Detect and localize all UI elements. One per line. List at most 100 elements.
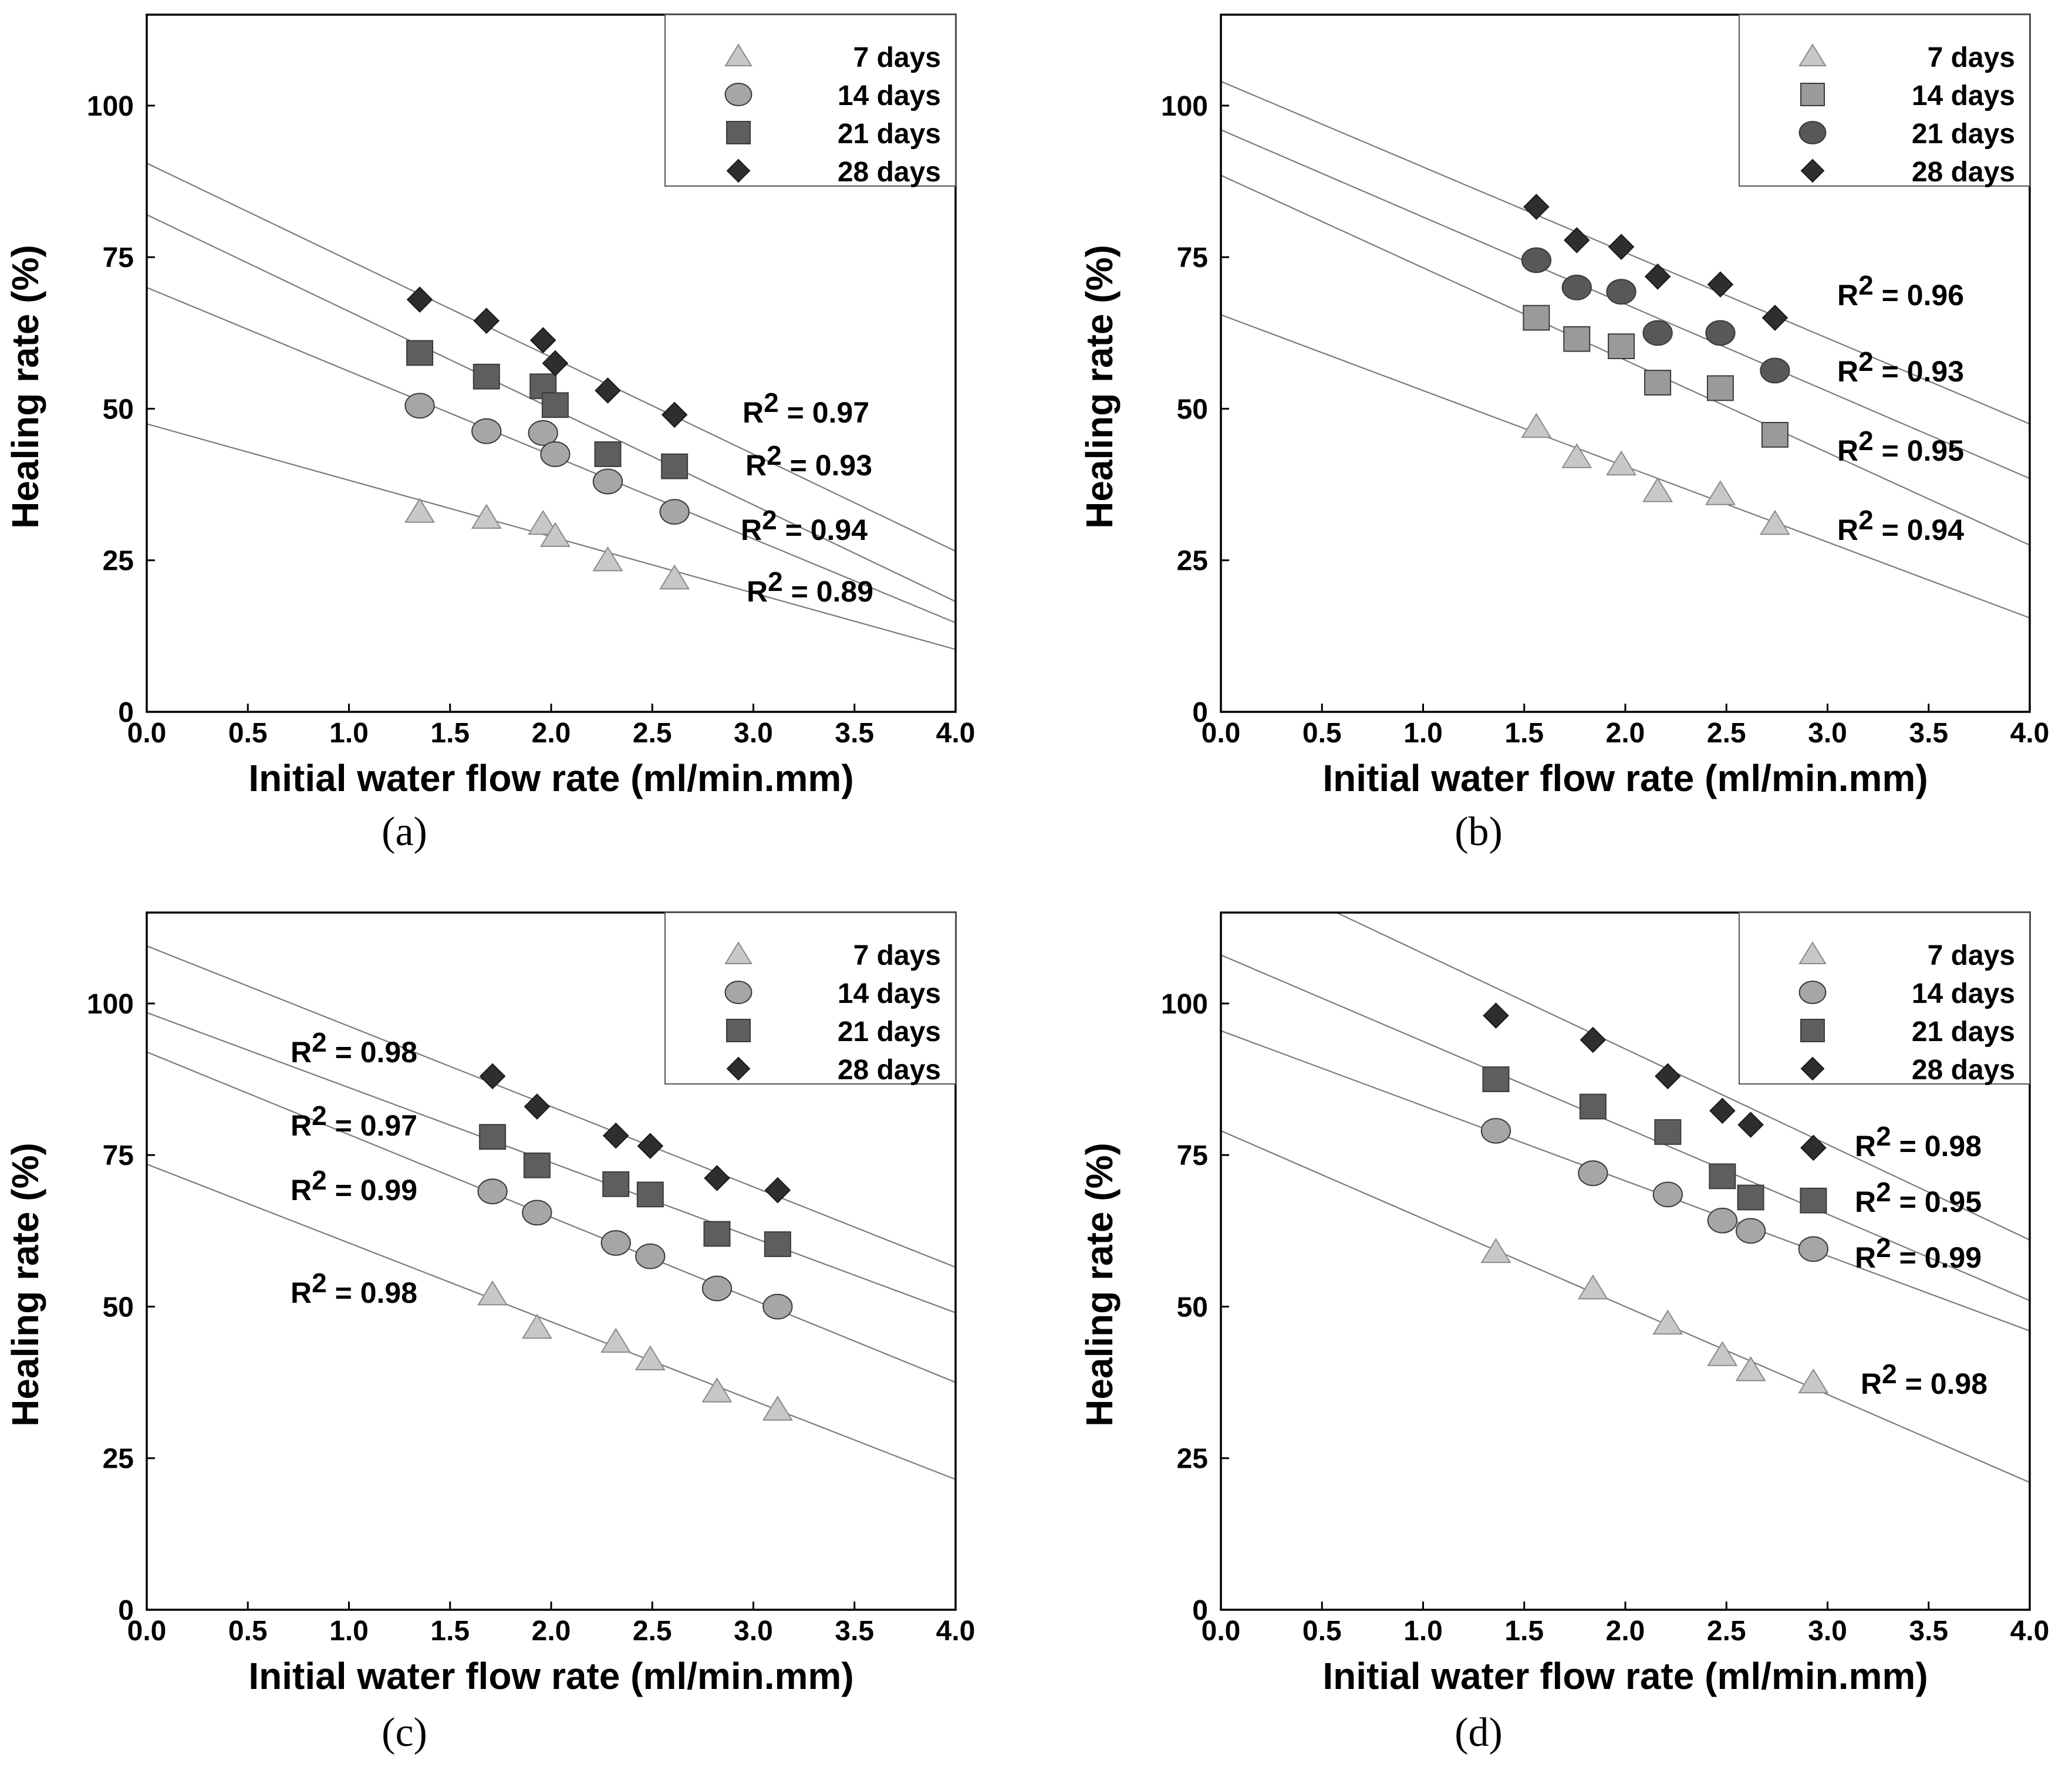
legend-marker-diamond [1800, 1056, 1825, 1081]
legend-marker-diamond [1800, 158, 1825, 183]
series-14-days [1523, 305, 1788, 448]
data-point-triangle [600, 1327, 632, 1353]
x-tick-label: 1.0 [329, 718, 369, 749]
y-tick-label: 50 [103, 394, 134, 425]
fit-line-7-days [1221, 1130, 2030, 1484]
panel-label: (d) [1455, 1710, 1503, 1755]
data-point-triangle [521, 1313, 552, 1339]
data-point-square [1737, 1184, 1764, 1211]
data-point-diamond [1608, 234, 1635, 260]
data-point-square [594, 441, 622, 467]
y-tick-label: 0 [1192, 697, 1208, 728]
x-tick-label: 2.0 [532, 718, 571, 749]
r-squared-value: 0.98 [360, 1036, 417, 1069]
data-point-diamond [1737, 1112, 1764, 1138]
x-tick-label: 1.5 [1504, 1616, 1544, 1647]
data-point-triangle [1759, 509, 1790, 535]
legend-label: 21 days [838, 119, 941, 150]
series-14-days [477, 1178, 793, 1320]
legend-marker-triangle [1798, 941, 1827, 964]
data-point-square [703, 1221, 731, 1247]
r-squared-label: R2 = 0.98 [291, 1027, 417, 1069]
data-point-circle [1760, 357, 1790, 384]
y-tick-label: 0 [118, 697, 134, 728]
r-squared-value: 0.98 [1925, 1130, 1982, 1163]
r-squared-label: R2 = 0.97 [291, 1100, 417, 1142]
legend-label: 14 days [1912, 978, 2015, 1009]
data-point-square [1709, 1163, 1736, 1190]
fit-line-21-days [1221, 954, 2030, 1302]
series-21-days [479, 1124, 791, 1257]
series-28-days [1523, 194, 1788, 331]
r-squared-value: 0.95 [1925, 1185, 1982, 1218]
data-point-square [764, 1231, 791, 1257]
legend-marker-circle [724, 83, 752, 106]
data-point-triangle [659, 564, 690, 590]
data-point-diamond [1580, 1026, 1607, 1053]
data-point-triangle [1652, 1309, 1683, 1335]
data-point-diamond [704, 1165, 730, 1191]
series-21-days [1482, 1066, 1827, 1214]
r-squared-label: R2 = 0.98 [1855, 1121, 1982, 1163]
legend-box [664, 912, 956, 1085]
panel-label: (c) [382, 1710, 427, 1755]
x-tick-label: 0.0 [127, 1616, 167, 1647]
data-point-circle [522, 1200, 552, 1226]
fit-line-21-days [1221, 129, 2030, 479]
data-point-triangle [762, 1396, 793, 1421]
data-point-circle [1578, 1160, 1608, 1187]
x-tick-label: 2.5 [633, 1616, 672, 1647]
data-point-diamond [542, 350, 569, 377]
y-tick-label: 75 [1177, 1140, 1208, 1171]
r-squared-value: 0.99 [360, 1174, 417, 1207]
data-point-triangle [1577, 1274, 1608, 1300]
r-squared-value: 0.94 [1907, 513, 1965, 546]
y-tick-label: 75 [1177, 242, 1208, 273]
x-tick-label: 0.5 [228, 718, 268, 749]
panel-c: 0.0 0.5 1.0 1.5 2.0 2.5 3.0 3.5 4.0 0 25 50 75 100 Ini… [4, 911, 976, 1755]
data-point-diamond [1709, 1097, 1736, 1124]
data-point-square [1523, 305, 1550, 331]
series-28-days [406, 286, 688, 428]
r-squared-value: 0.98 [360, 1276, 417, 1309]
legend-label: 7 days [853, 940, 941, 971]
data-point-triangle [1606, 450, 1637, 476]
x-tick-label: 4.0 [936, 1616, 976, 1647]
r-squared-value: 0.89 [816, 575, 873, 608]
r-squared-label: R2 = 0.98 [291, 1268, 417, 1309]
legend-label: 14 days [838, 80, 941, 112]
x-tick-label: 3.0 [734, 718, 773, 749]
data-point-circle [1606, 279, 1636, 305]
legend-label: 14 days [838, 978, 941, 1009]
data-point-square [1482, 1066, 1510, 1092]
data-point-square [1563, 326, 1591, 352]
y-tick-label: 25 [103, 546, 134, 577]
data-point-square [1800, 1187, 1827, 1214]
data-point-circle [528, 420, 558, 446]
r-squared-value: 0.94 [811, 513, 868, 546]
legend-marker-triangle [724, 43, 752, 66]
r-squared-value: 0.93 [815, 449, 872, 482]
r-squared-label: R2 = 0.94 [741, 505, 868, 546]
data-point-triangle [635, 1345, 666, 1370]
x-tick-label: 1.5 [430, 1616, 470, 1647]
legend-label: 28 days [838, 157, 941, 188]
y-axis-title: Healing rate (%) [4, 1143, 46, 1427]
x-tick-label: 2.5 [633, 718, 672, 749]
x-tick-label: 4.0 [2010, 1616, 2050, 1647]
data-point-triangle [1521, 413, 1552, 438]
data-point-triangle [1480, 1238, 1511, 1264]
x-tick-label: 2.0 [1606, 718, 1645, 749]
data-point-triangle [539, 522, 571, 548]
data-point-triangle [1642, 477, 1673, 502]
legend-label: 28 days [838, 1055, 941, 1086]
data-point-triangle [528, 509, 559, 535]
data-point-circle [1798, 1236, 1829, 1262]
legend-marker-circle [1798, 121, 1827, 144]
x-tick-label: 0.0 [1202, 1616, 1241, 1647]
legend-label: 14 days [1912, 80, 2015, 112]
legend-marker-diamond [726, 1056, 751, 1081]
r-squared-label: R2 = 0.89 [747, 566, 873, 608]
data-point-circle [1707, 1207, 1738, 1234]
